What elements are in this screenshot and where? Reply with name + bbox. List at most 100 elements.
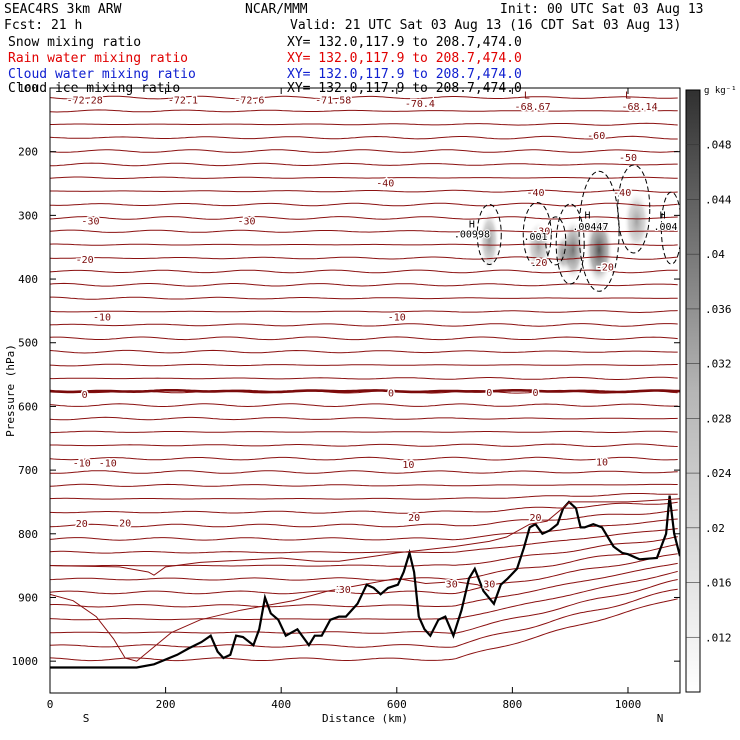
isotherm-line [50, 579, 678, 634]
isotherm-line [50, 470, 678, 474]
contour-label: -72.28 [67, 96, 103, 107]
cloud-ice-contour [545, 216, 567, 266]
cloud-ice-contours [476, 164, 680, 292]
isotherm-line [50, 403, 678, 408]
plot-frame [49, 87, 681, 694]
x-end-label-south: S [83, 712, 90, 725]
isotherm-line [50, 256, 678, 260]
cloud-ice-contour [476, 203, 502, 265]
isotherm-line [50, 501, 678, 514]
contour-label: -68.14 [621, 102, 657, 113]
cloud-ice-contour [578, 170, 620, 292]
forecast-hour: Fcst: 21 h [4, 18, 82, 33]
init-time: Init: 00 UTC Sat 03 Aug 13 [500, 2, 704, 17]
terrain-profile [50, 495, 680, 669]
colorbar-tick-label: .024 [705, 467, 732, 480]
isotherm-line [50, 135, 678, 140]
isotherm-line [50, 349, 678, 354]
contour-label: 20 [76, 519, 88, 530]
field-xy-cloudwater: XY= 132.0,117.9 to 208.7,474.0 [287, 67, 522, 82]
colorbar-unit: g kg⁻¹ [704, 86, 737, 96]
contour-label: -50 [619, 153, 637, 164]
isotherm-contours [50, 95, 680, 662]
y-tick-label: 700 [18, 464, 38, 477]
isotherm-20-line [50, 498, 680, 576]
contour-label: -40 [376, 179, 394, 190]
y-tick-label: 300 [18, 209, 38, 222]
colorbar: .012 .016 .02 .024 .028 .032 .036 .04 .044 .048 g … [685, 86, 737, 693]
isotherm-line [50, 543, 678, 581]
isotherm-line [50, 149, 678, 153]
ice-max-label: .004 [654, 222, 678, 233]
isotherm-line [50, 243, 678, 246]
isotherm-line [50, 282, 678, 287]
y-tick-label: 500 [18, 337, 38, 350]
contour-labels: -72.28 -72.1 -72.6 -71.58 -70.4 -68.67 -68.14 -… [65, 91, 678, 598]
contour-label: -71.58 [315, 96, 351, 107]
y-tick-label: 800 [18, 528, 38, 541]
cloud-ice-contour [617, 164, 651, 254]
ice-shade-blob [585, 214, 614, 287]
field-name-rain: Rain water mixing ratio [8, 51, 188, 66]
contour-label: -40 [526, 188, 544, 199]
y-tick-label: 400 [18, 273, 38, 286]
ice-shade-blob [479, 209, 500, 272]
x-tick-label: 200 [156, 698, 176, 711]
isotherm-line [50, 416, 678, 421]
contour-label: 10 [402, 460, 414, 471]
isotherm-line [50, 509, 678, 528]
colorbar-tick-label: .012 [705, 631, 732, 644]
contour-label: -68.67 [515, 102, 551, 113]
ice-shade-blob [623, 190, 650, 253]
colorbar-tick-label: .032 [705, 358, 732, 371]
colorbar-tick-label: .02 [705, 522, 725, 535]
y-tick-label: 1000 [12, 655, 39, 668]
field-name-snow: Snow mixing ratio [8, 35, 141, 50]
isotherm-line [50, 518, 678, 541]
contour-label: -20 [596, 263, 614, 274]
isotherm-line [50, 122, 678, 126]
contour-label: -40 [613, 188, 631, 199]
isotherm-line [50, 95, 678, 100]
isotherm-line [50, 109, 678, 113]
ice-shade-blob [562, 219, 585, 282]
ice-max-label: .00998 [454, 229, 490, 240]
isotherm-line [50, 588, 678, 648]
contour-label: -30 [81, 217, 99, 228]
isotherm-line [50, 536, 678, 567]
isotherm-line [50, 493, 678, 500]
isotherm-line [50, 336, 678, 341]
contour-label: 10 [596, 457, 608, 468]
y-tick-label: 200 [18, 146, 38, 159]
colorbar-tick-label: .016 [705, 577, 732, 590]
isotherm-line [50, 323, 678, 327]
low-marker: L [625, 91, 631, 102]
model-title: SEAC4RS 3km ARW [4, 2, 122, 17]
x-tick-label: 600 [387, 698, 407, 711]
isotherm-30-line [50, 577, 490, 662]
isotherm-line [50, 598, 678, 662]
zero-isotherm-line [50, 389, 680, 394]
contour-label: -20 [76, 255, 94, 266]
contour-label: 30 [336, 585, 348, 596]
contour-label: -72.1 [168, 96, 198, 107]
isotherm-line [50, 296, 678, 300]
isotherm-line [50, 310, 678, 314]
isotherm-line [50, 553, 678, 595]
y-tick-label: 600 [18, 400, 38, 413]
contour-label: -30 [532, 226, 550, 237]
isotherm-line [50, 162, 678, 167]
contour-label: 0 [388, 389, 394, 400]
field-name-cloudwater: Cloud water mixing ratio [8, 67, 196, 82]
colorbar-tick-label: .036 [705, 303, 732, 316]
colorbar-tick-label: .048 [705, 139, 732, 152]
y-tick-label: 900 [18, 591, 38, 604]
cloud-ice-contour [555, 203, 585, 285]
cloud-ice-contour [522, 201, 552, 267]
field-xy-rain: XY= 132.0,117.9 to 208.7,474.0 [287, 51, 522, 66]
x-axis-label: Distance (km) [322, 712, 408, 725]
x-tick-label: 800 [502, 698, 522, 711]
contour-label: -10 [73, 459, 91, 470]
